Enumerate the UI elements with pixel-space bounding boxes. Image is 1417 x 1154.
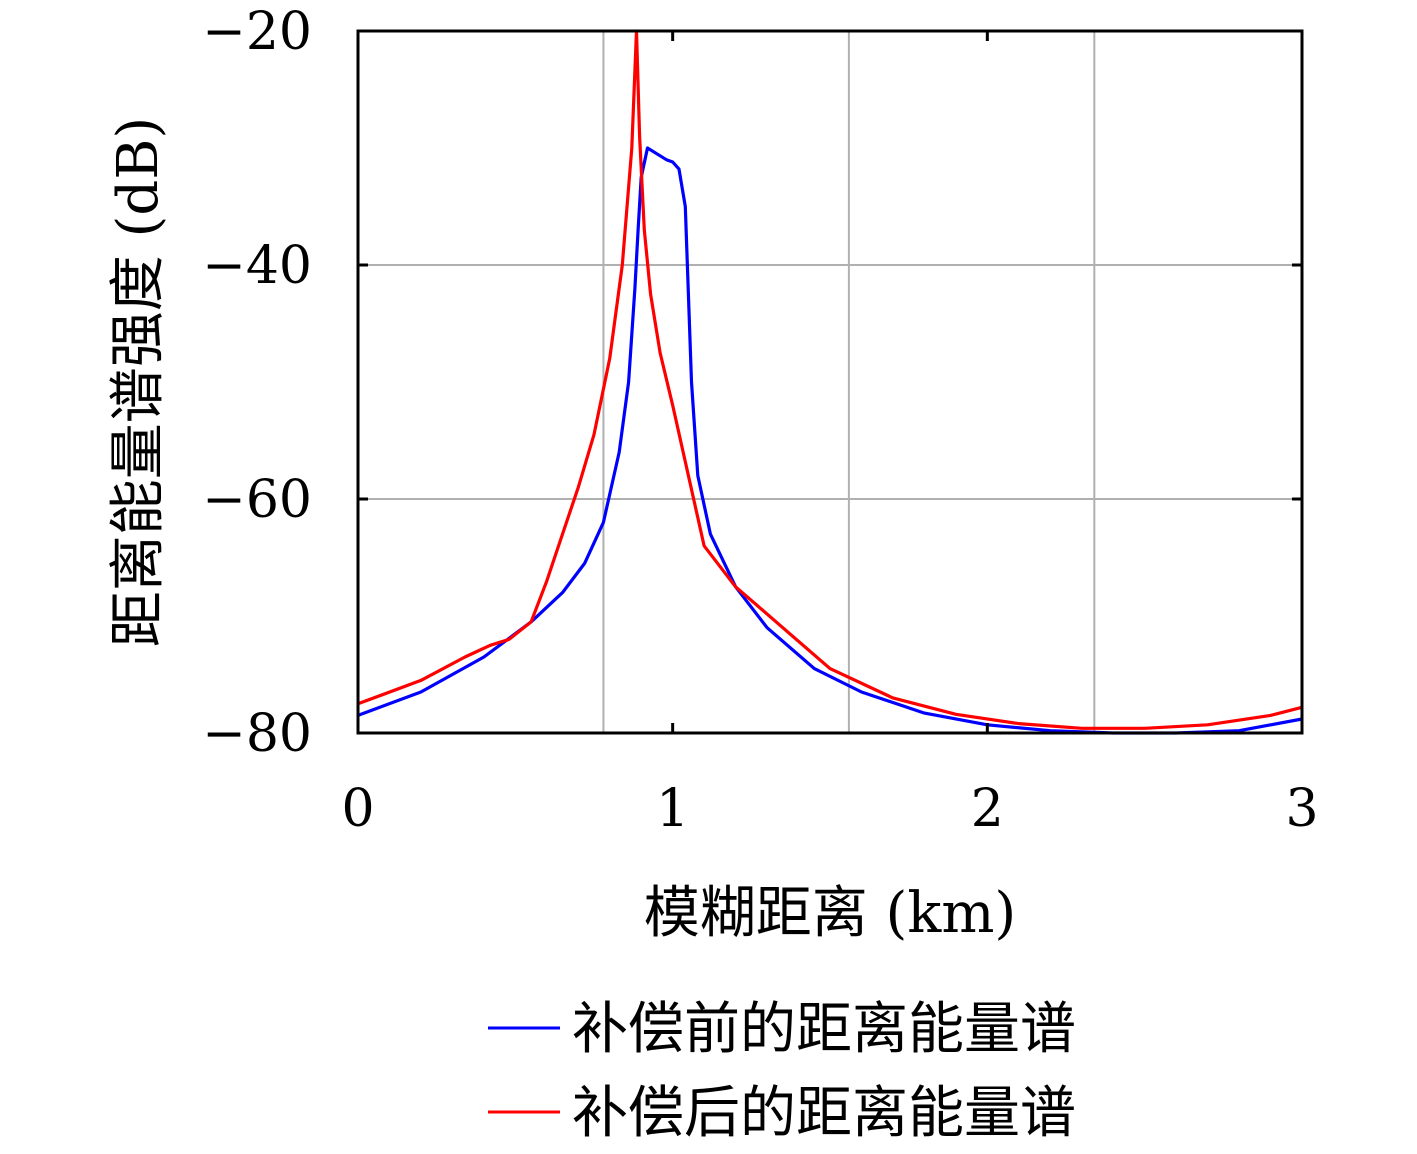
series-lines [357,29,1303,735]
axis-ticks: −20 −40 −60 −80 0 1 2 3 [202,2,1318,839]
y-tick-label: −40 [202,236,312,296]
x-axis-label: 模糊距离 (km) [644,881,1017,946]
legend-label-before: 补偿前的距离能量谱 [572,997,1076,1062]
y-tick-label: −20 [202,2,312,62]
plot-frame [356,29,1304,735]
legend: 补偿前的距离能量谱 补偿后的距离能量谱 [488,997,1076,1146]
series-line-0 [357,146,1303,735]
y-tick-label: −80 [202,704,312,764]
x-tick-label: 0 [341,779,374,839]
x-tick-label: 2 [971,779,1004,839]
x-tick-label: 1 [656,779,689,839]
x-tick-label: 3 [1285,779,1318,839]
y-tick-label: −60 [202,470,312,530]
legend-label-after: 补偿后的距离能量谱 [572,1081,1076,1146]
series-line-1 [357,29,1303,730]
y-axis-label: 距离能量谱强度 (dB) [106,117,171,648]
